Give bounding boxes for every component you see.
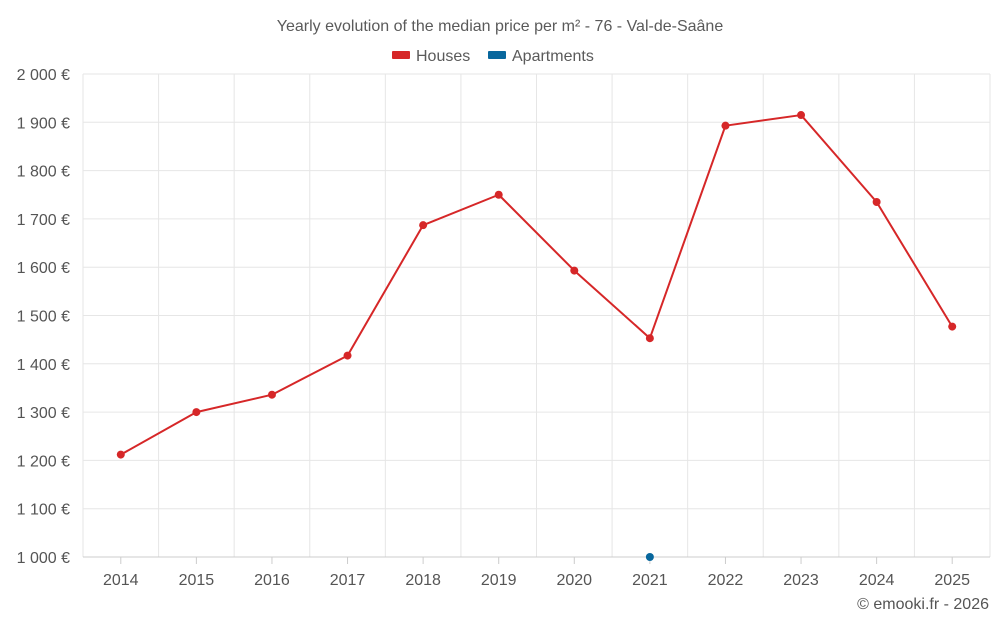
y-tick-label: 1 300 €: [17, 405, 70, 422]
data-point-houses-2020[interactable]: [570, 266, 579, 275]
y-tick-label: 1 500 €: [17, 309, 70, 326]
series-line-houses: [120, 114, 954, 456]
y-tick-label: 1 100 €: [17, 502, 70, 519]
grid: [82, 73, 991, 557]
series: [116, 111, 957, 561]
y-tick-label: 1 200 €: [17, 453, 70, 470]
x-tick-label: 2019: [481, 572, 517, 589]
y-tick-label: 1 400 €: [17, 357, 70, 374]
y-tick-label: 1 700 €: [17, 212, 70, 229]
x-tick-label: 2022: [708, 572, 744, 589]
legend-swatch-apartments: [488, 51, 506, 59]
legend-label-houses: Houses: [416, 48, 470, 65]
chart-title: Yearly evolution of the median price per…: [277, 18, 724, 35]
series-houses: [116, 111, 957, 459]
legend-swatch-houses: [392, 51, 410, 59]
x-tick-label: 2023: [783, 572, 819, 589]
x-axis: 2014 2015 2016 2017 2018 2019 2020 2021 2022 2023…: [83, 556, 990, 589]
x-tick-label: 2016: [254, 572, 290, 589]
legend-item-houses[interactable]: Houses: [392, 48, 470, 65]
data-point-houses-2022[interactable]: [721, 121, 730, 130]
data-point-houses-2017[interactable]: [343, 351, 352, 360]
x-tick-label: 2014: [103, 572, 139, 589]
x-tick-label: 2021: [632, 572, 668, 589]
legend-item-apartments[interactable]: Apartments: [488, 48, 594, 65]
data-point-apartments-2021[interactable]: [645, 553, 654, 561]
data-point-houses-2025[interactable]: [948, 322, 957, 331]
y-tick-label: 1 600 €: [17, 260, 70, 277]
x-tick-label: 2015: [179, 572, 215, 589]
data-point-houses-2014[interactable]: [116, 450, 125, 459]
x-tick-label: 2020: [556, 572, 592, 589]
x-tick-label: 2024: [859, 572, 895, 589]
x-tick-label: 2018: [405, 572, 441, 589]
y-tick-label: 2 000 €: [17, 67, 70, 84]
data-point-houses-2021[interactable]: [645, 334, 654, 343]
credit-text: © emooki.fr - 2026: [857, 596, 989, 613]
series-apartments: [645, 553, 654, 561]
y-tick-label: 1 900 €: [17, 115, 70, 132]
y-tick-label: 1 800 €: [17, 164, 70, 181]
x-tick-label: 2025: [934, 572, 970, 589]
data-point-houses-2018[interactable]: [419, 221, 428, 230]
legend-label-apartments: Apartments: [512, 48, 594, 65]
data-point-houses-2016[interactable]: [267, 390, 276, 399]
legend: Houses Apartments: [392, 48, 594, 65]
data-point-houses-2024[interactable]: [872, 197, 881, 206]
y-tick-label: 1 000 €: [17, 550, 70, 567]
data-point-houses-2019[interactable]: [494, 190, 503, 199]
data-point-houses-2023[interactable]: [797, 111, 806, 120]
y-axis: 1 000 € 1 100 € 1 200 € 1 300 € 1 400 € 1 500…: [17, 67, 70, 567]
data-point-houses-2015[interactable]: [192, 408, 201, 417]
x-tick-label: 2017: [330, 572, 366, 589]
